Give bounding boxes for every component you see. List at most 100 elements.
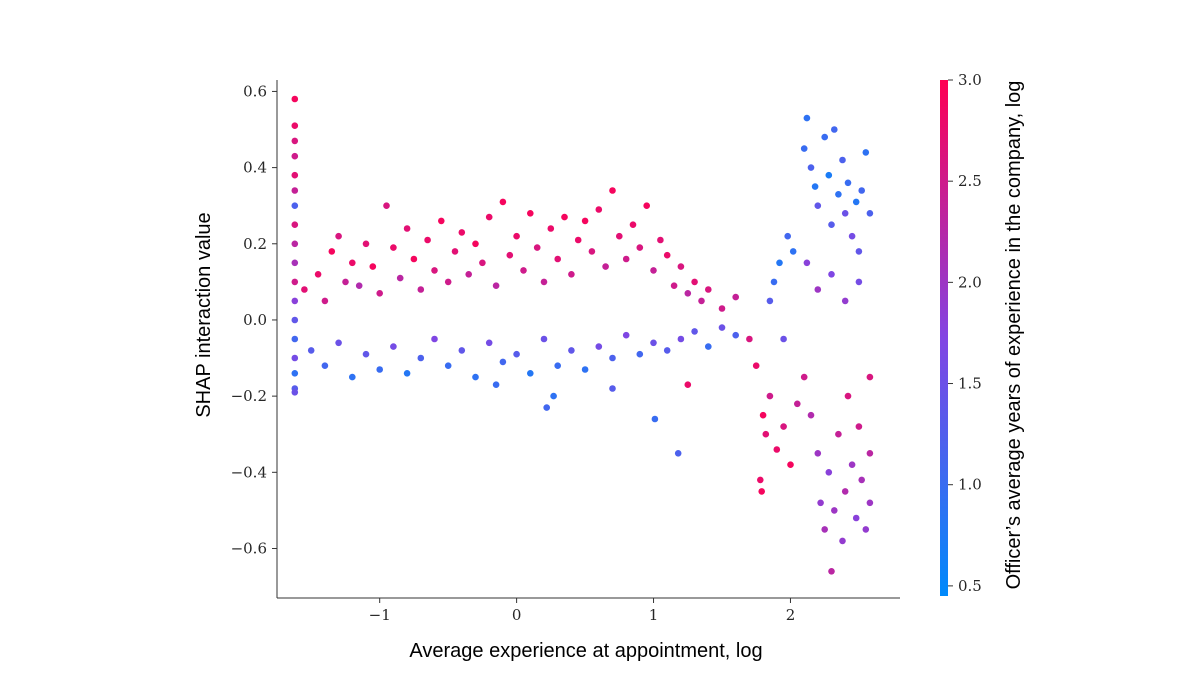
scatter-point	[492, 282, 500, 290]
scatter-points	[291, 95, 874, 575]
scatter-point	[732, 293, 739, 301]
scatter-point	[821, 133, 828, 141]
scatter-point	[321, 297, 329, 305]
scatter-point	[762, 430, 770, 438]
scatter-point	[794, 400, 801, 408]
scatter-point	[629, 221, 637, 228]
scatter-point	[780, 335, 787, 343]
scatter-point	[814, 286, 822, 293]
scatter-point	[506, 251, 514, 259]
scatter-point	[451, 248, 459, 255]
scatter-point	[800, 373, 808, 381]
scatter-point	[403, 225, 411, 232]
colorbar	[940, 80, 948, 596]
scatter-point	[540, 335, 548, 343]
scatter-point	[835, 430, 842, 438]
scatter-point	[705, 286, 712, 293]
scatter-point	[677, 263, 685, 270]
scatter-point	[328, 248, 336, 255]
scatter-point	[831, 507, 838, 514]
scatter-point	[291, 354, 299, 362]
scatter-point	[291, 95, 299, 103]
scatter-point	[609, 354, 616, 362]
x-tick-label: 2	[786, 606, 796, 624]
scatter-point	[362, 240, 370, 248]
scatter-point	[424, 236, 431, 244]
scatter-point	[547, 225, 555, 232]
scatter-point	[622, 331, 630, 339]
scatter-point	[561, 213, 568, 221]
scatter-point	[828, 221, 835, 228]
scatter-point	[758, 488, 765, 495]
scatter-point	[862, 526, 870, 533]
colorbar-tick-label: 2.5	[958, 172, 982, 190]
scatter-point	[301, 286, 308, 293]
scatter-point	[513, 232, 520, 240]
colorbar-tick-label: 0.5	[958, 577, 982, 595]
scatter-point	[814, 450, 822, 457]
scatter-point	[752, 362, 760, 370]
scatter-point	[465, 271, 473, 278]
scatter-point	[858, 187, 865, 194]
scatter-point	[852, 514, 860, 522]
scatter-point	[677, 335, 685, 343]
scatter-point	[841, 297, 849, 305]
scatter-point	[291, 137, 299, 145]
colorbar-label: Officer’s average years of experience in…	[1003, 81, 1025, 590]
y-tick-label: −0.4	[231, 463, 267, 481]
scatter-point	[291, 240, 299, 248]
scatter-point	[862, 149, 870, 156]
scatter-point	[866, 450, 874, 457]
scatter-point	[390, 244, 397, 251]
scatter-point	[866, 210, 874, 217]
scatter-point	[844, 392, 852, 400]
scatter-point	[444, 278, 452, 286]
scatter-point	[458, 229, 466, 236]
scatter-point	[855, 278, 863, 286]
x-tick-label: −1	[369, 606, 391, 624]
scatter-point	[444, 362, 452, 370]
scatter-point	[776, 259, 783, 267]
scatter-point	[674, 450, 682, 457]
scatter-point	[595, 343, 603, 350]
scatter-point	[766, 392, 774, 400]
scatter-point	[595, 206, 603, 213]
scatter-point	[410, 255, 418, 263]
x-axis-ticks: −1 0 1 2	[369, 598, 796, 624]
scatter-point	[349, 259, 356, 267]
scatter-point	[651, 415, 659, 423]
x-axis-label: Average experience at appointment, log	[409, 640, 762, 662]
scatter-point	[807, 164, 815, 171]
y-tick-label: −0.6	[231, 539, 267, 557]
scatter-point	[616, 232, 623, 240]
scatter-point	[650, 339, 657, 347]
scatter-point	[458, 347, 466, 354]
scatter-point	[855, 423, 863, 430]
scatter-point	[291, 259, 299, 267]
scatter-point	[622, 255, 630, 263]
scatter-point	[684, 381, 692, 389]
y-axis-ticks: −0.6 −0.4 −0.2 0.0 0.2 0.4 0.6	[231, 82, 277, 557]
scatter-point	[568, 271, 575, 278]
scatter-point	[472, 373, 479, 381]
y-tick-label: 0.0	[243, 311, 267, 329]
scatter-point	[718, 324, 726, 331]
scatter-point	[527, 370, 534, 377]
scatter-point	[307, 347, 315, 354]
scatter-point	[431, 267, 438, 274]
colorbar-tick-label: 3.0	[958, 71, 982, 89]
scatter-point	[485, 213, 493, 221]
scatter-point	[855, 248, 863, 255]
scatter-point	[403, 370, 411, 377]
scatter-point	[759, 411, 767, 419]
colorbar-tick-label: 1.5	[958, 375, 982, 393]
colorbar-tick-label: 1.0	[958, 476, 982, 494]
scatter-point	[852, 198, 860, 206]
scatter-point	[828, 271, 835, 278]
scatter-point	[766, 297, 774, 305]
scatter-point	[581, 366, 589, 373]
scatter-point	[839, 537, 846, 545]
scatter-point	[314, 271, 322, 278]
scatter-point	[803, 114, 811, 122]
scatter-point	[390, 343, 397, 350]
